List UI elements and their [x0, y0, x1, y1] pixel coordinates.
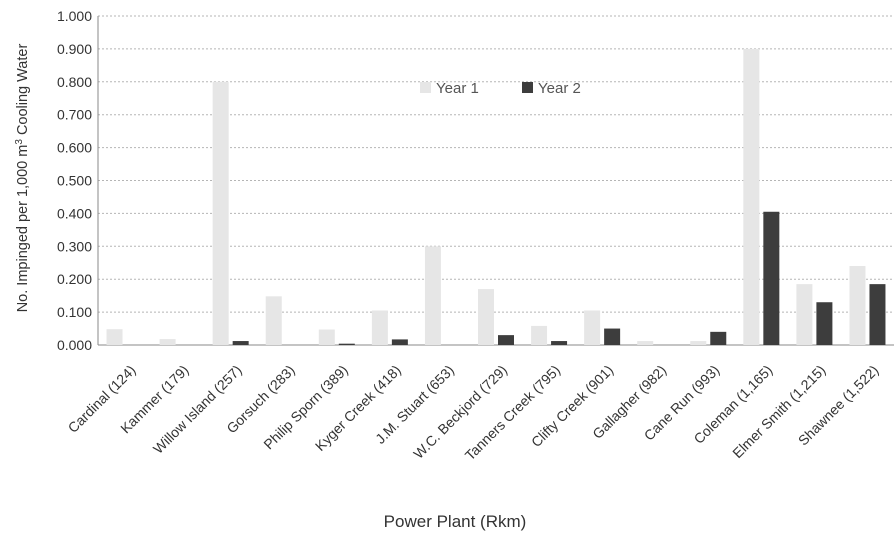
- bar-year-1: [159, 339, 176, 345]
- bar-year-2: [763, 211, 780, 345]
- bar-year-2: [338, 343, 355, 345]
- y-tick-label: 0.200: [57, 271, 92, 287]
- bar-year-1: [265, 296, 282, 345]
- bar-year-2: [816, 302, 833, 345]
- legend-swatch: [522, 82, 533, 93]
- x-tick-label: Tanners Creek (795): [462, 362, 564, 464]
- bar-year-2: [551, 341, 568, 345]
- y-tick-label: 0.700: [57, 107, 92, 123]
- y-tick-label: 0.000: [57, 337, 92, 353]
- y-tick-label: 0.300: [57, 238, 92, 254]
- y-tick-label: 0.900: [57, 41, 92, 57]
- bar-year-1: [371, 310, 388, 345]
- bar-year-1: [637, 341, 654, 345]
- legend-swatch: [420, 82, 431, 93]
- legend: Year 1 Year 2: [420, 80, 581, 97]
- y-tick-label: 1.000: [57, 8, 92, 24]
- y-tick-label: 0.500: [57, 173, 92, 189]
- bar-year-1: [424, 246, 441, 345]
- bar-year-1: [743, 48, 760, 346]
- bar-year-1: [796, 284, 813, 345]
- x-tick-label: Willow Island (257): [150, 362, 245, 457]
- gridlines: [98, 15, 894, 346]
- legend-label: Year 2: [538, 80, 581, 97]
- bar-year-2: [232, 341, 249, 345]
- y-tick-label: 0.100: [57, 304, 92, 320]
- bar-year-1: [531, 325, 548, 345]
- x-tick-label: Elmer Smith (1,215): [729, 362, 828, 461]
- y-tick-label: 0.600: [57, 140, 92, 156]
- bar-year-2: [710, 331, 727, 345]
- bar-year-2: [869, 284, 886, 345]
- x-tick-label: W.C. Beckjord (729): [410, 362, 510, 462]
- bar-year-1: [212, 81, 229, 346]
- y-tick-label: 0.800: [57, 74, 92, 90]
- bar-year-1: [584, 310, 601, 345]
- bar-year-2: [391, 339, 408, 345]
- legend-label: Year 1: [436, 80, 479, 97]
- bar-year-1: [478, 289, 494, 345]
- y-tick-label: 0.400: [57, 205, 92, 221]
- bar-year-1: [318, 329, 335, 345]
- bar-year-2: [498, 335, 514, 345]
- bar-year-1: [106, 329, 123, 345]
- bars: [106, 48, 886, 346]
- x-axis-label: Power Plant (Rkm): [384, 512, 527, 531]
- y-axis-label: No. Impinged per 1,000 m3 Cooling Water: [14, 44, 32, 313]
- bar-year-2: [604, 328, 621, 345]
- bar-year-1: [690, 341, 707, 345]
- bar-year-1: [849, 266, 866, 345]
